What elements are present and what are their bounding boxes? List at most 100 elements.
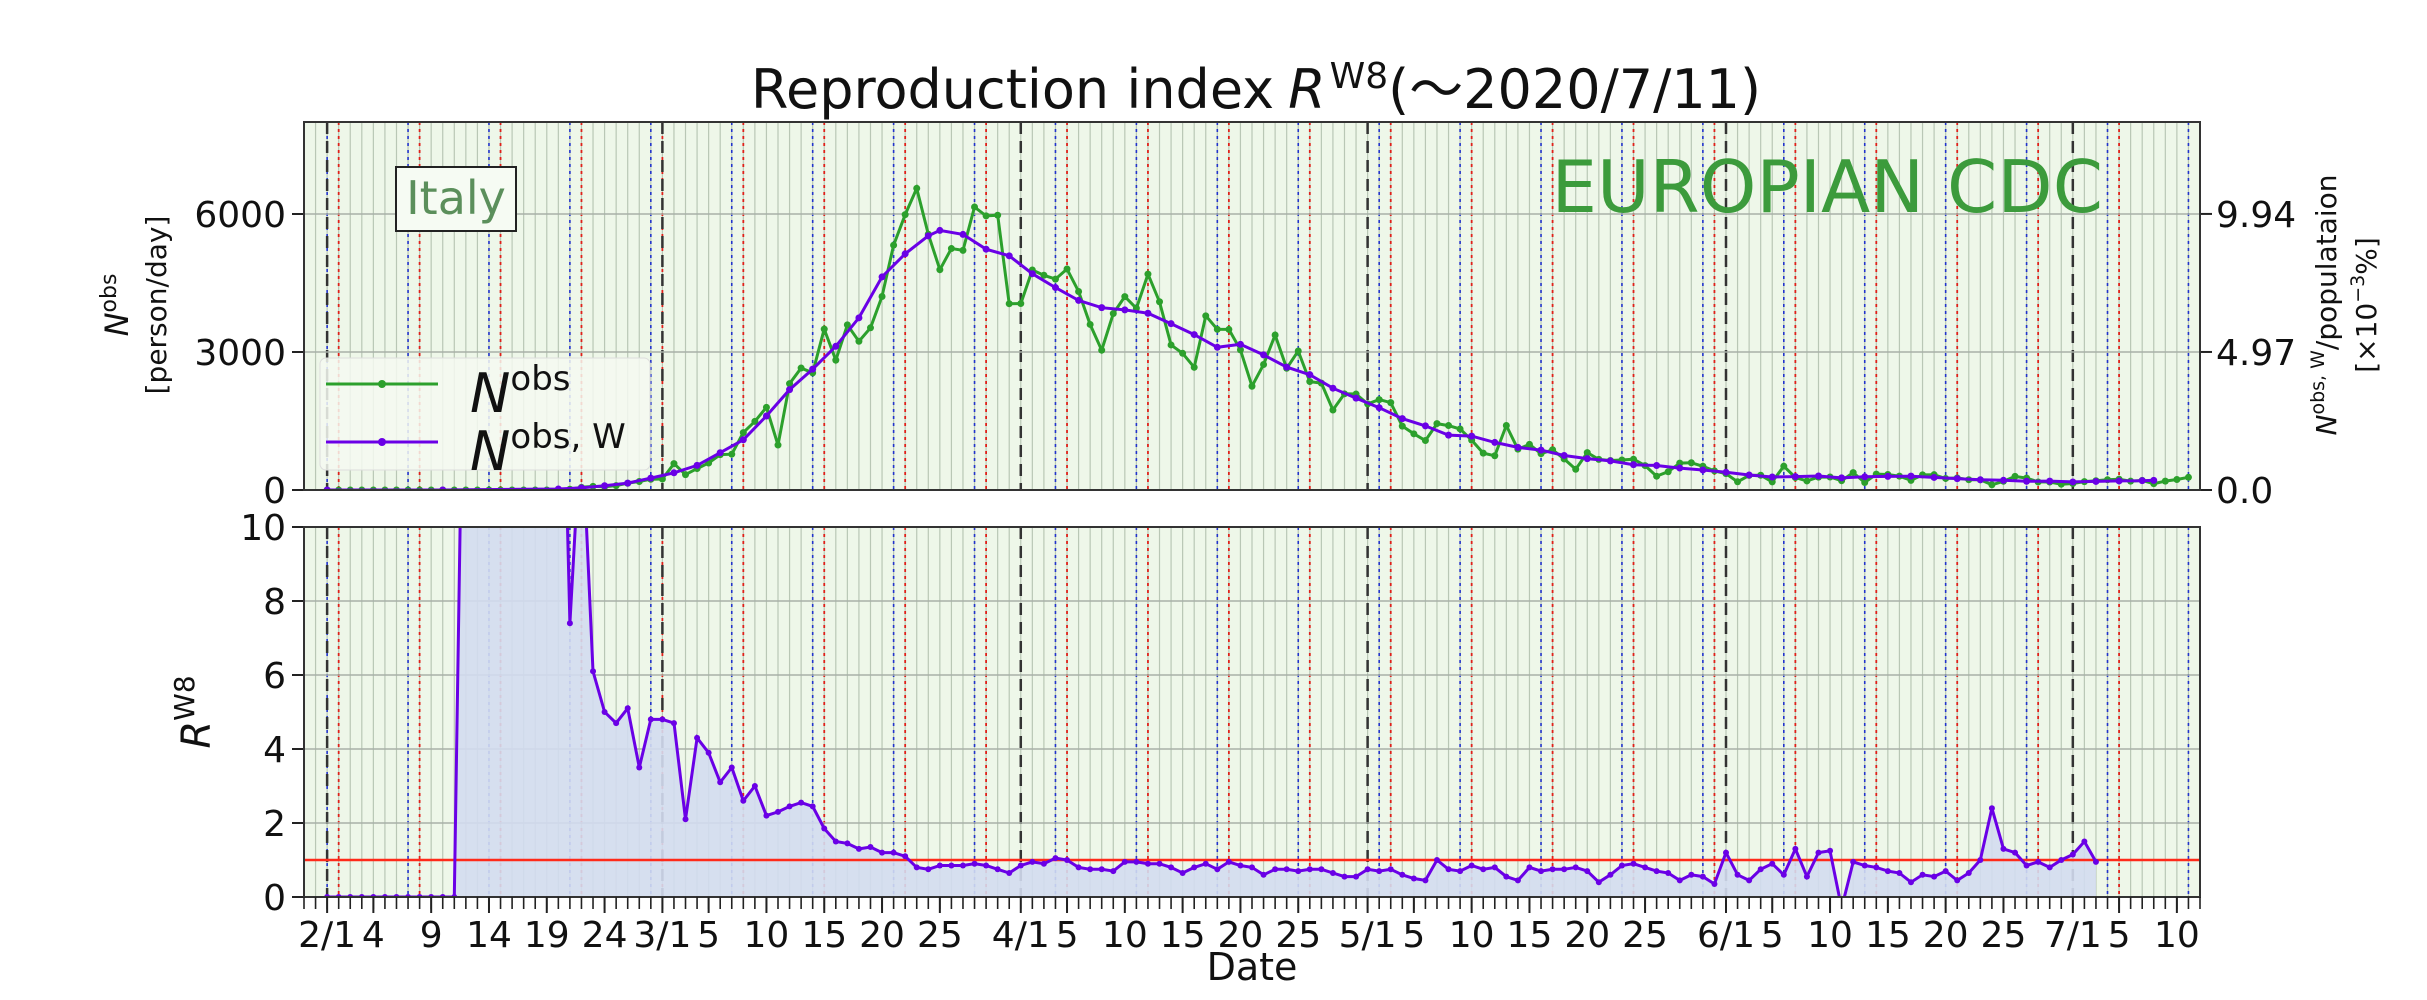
data-point [1087, 866, 1094, 873]
legend-marker [378, 380, 386, 388]
data-point [1480, 866, 1487, 873]
data-point [1838, 474, 1846, 482]
legend-label: Nobs [470, 359, 571, 425]
x-tick-label: 25 [1981, 915, 2027, 956]
y-tick-label: 0 [263, 471, 286, 512]
data-point [1017, 862, 1024, 869]
data-point [1999, 476, 2007, 484]
data-point [1352, 394, 1360, 402]
data-point [1375, 396, 1383, 404]
data-point [763, 812, 770, 819]
data-point [832, 356, 840, 364]
data-point [1433, 857, 1440, 863]
data-point [717, 779, 724, 786]
data-point [2184, 473, 2192, 481]
y2-tick-label: 9.94 [2216, 195, 2296, 236]
y2-unit-post: %] [2350, 237, 2383, 275]
data-point [613, 720, 620, 727]
data-point [670, 460, 678, 468]
data-point [936, 862, 943, 869]
data-point [1965, 869, 1972, 876]
data-point [1283, 363, 1291, 371]
data-point [1213, 343, 1221, 351]
data-point [1121, 293, 1129, 301]
y2-unit-pre: [×10 [2350, 303, 2383, 373]
data-point [1583, 449, 1591, 457]
data-point [1884, 472, 1892, 480]
data-point [1272, 866, 1279, 873]
annotation-box [395, 166, 517, 232]
data-point [1827, 847, 1834, 854]
x-tick-label: 15 [1160, 915, 1206, 956]
data-point [1745, 471, 1753, 479]
data-point [1988, 481, 1996, 489]
data-point [809, 803, 816, 810]
data-point [2000, 845, 2007, 852]
x-tick-label: 3/1 [633, 915, 691, 956]
data-point [1260, 360, 1268, 368]
data-point [1353, 873, 1360, 880]
data-point [820, 325, 828, 333]
y2-tick-label: 4.97 [2216, 333, 2296, 374]
data-point [1168, 864, 1175, 871]
data-point [925, 866, 932, 873]
data-point [739, 436, 747, 444]
data-point [1468, 862, 1475, 869]
data-point [809, 365, 817, 373]
legend-sup: obs, W [510, 417, 625, 457]
data-point [2092, 858, 2099, 865]
data-point [1699, 466, 1707, 474]
data-point [890, 849, 897, 856]
data-point [1098, 346, 1106, 354]
data-point [590, 668, 597, 675]
data-point [1977, 857, 1984, 863]
y2-label-symbol: N [2310, 415, 2343, 436]
data-point [1387, 399, 1395, 407]
data-point [1029, 858, 1036, 865]
x-tick-label: 25 [1622, 915, 1668, 956]
x-tick-label: 20 [859, 915, 905, 956]
x-tick-label: 15 [1507, 915, 1553, 956]
data-point [1237, 862, 1244, 869]
data-point [1294, 347, 1302, 355]
y-tick-label: 6000 [194, 195, 286, 236]
legend-label: Nobs, W [470, 417, 626, 483]
data-point [1503, 873, 1510, 880]
y-tick-label: 6 [263, 656, 286, 697]
y-label-sup: W8 [168, 675, 201, 721]
x-tick-label: 24 [582, 915, 628, 956]
y-tick-label: 3000 [194, 333, 286, 374]
data-point [1098, 866, 1105, 873]
data-point [1445, 422, 1453, 430]
data-point [716, 449, 724, 457]
x-tick-label: 6/1 [1697, 915, 1755, 956]
data-point [1421, 437, 1429, 445]
data-point [798, 799, 805, 806]
data-point [1306, 866, 1313, 873]
data-point [728, 764, 735, 771]
data-point [1792, 845, 1799, 852]
data-point [1746, 877, 1753, 884]
data-point [624, 479, 632, 487]
y-tick-label: 0 [263, 878, 286, 919]
data-point [1849, 469, 1857, 477]
data-point [1399, 871, 1406, 878]
data-point [2150, 476, 2158, 484]
data-point [1572, 864, 1579, 871]
data-point [1653, 462, 1661, 470]
data-point [843, 321, 851, 329]
data-point [636, 764, 643, 771]
data-point [1584, 868, 1591, 875]
y2-axis-unit: [×10−3%] [2347, 237, 2383, 373]
data-point [1295, 868, 1302, 875]
data-point [1630, 455, 1638, 463]
data-point [971, 860, 978, 867]
data-point [2046, 477, 2054, 485]
x-tick-label: 14 [466, 915, 512, 956]
data-point [959, 230, 967, 238]
data-point [751, 417, 759, 425]
data-point [832, 838, 839, 845]
data-point [867, 844, 874, 851]
data-point [1167, 320, 1175, 328]
